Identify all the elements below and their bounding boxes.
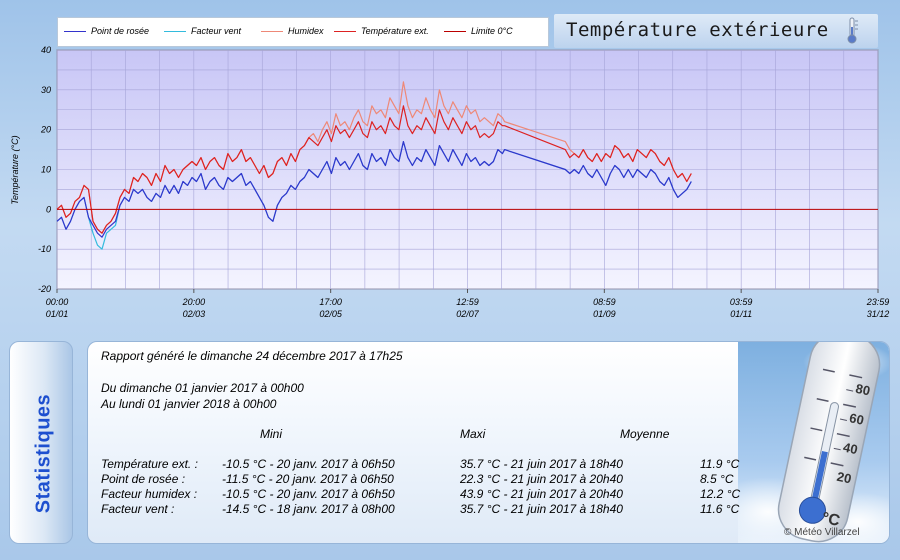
x-tick-label: 00:00 [46, 297, 69, 307]
temperature-chart: 40 30 20 10 0 -10 -20 00:00 01/01 20:00 02/03 17:00… [10, 45, 890, 319]
thermometer-scale-label: 80 [854, 381, 871, 399]
x-tick-label: 12:59 [456, 297, 479, 307]
legend-item: Point de rosée [64, 26, 149, 36]
copyright: © Météo Villarzel [784, 527, 860, 538]
stats-tab[interactable]: Statistiques [9, 341, 73, 544]
page-title: Température extérieure [566, 19, 829, 41]
x-tick-label: 02/05 [319, 309, 343, 319]
legend-swatch [444, 31, 466, 33]
stat-row-label: Facteur vent : [101, 502, 175, 516]
legend-item: Facteur vent [164, 26, 241, 36]
y-tick-label: -10 [38, 244, 51, 254]
x-tick-label: 31/12 [867, 309, 890, 319]
legend-swatch [64, 31, 86, 33]
x-tick-label: 01/09 [593, 309, 616, 319]
x-tick-label: 02/03 [183, 309, 206, 319]
period-to: Au lundi 01 janvier 2018 à 00h00 [101, 397, 277, 411]
legend-label: Humidex [288, 26, 324, 36]
period-from: Du dimanche 01 janvier 2017 à 00h00 [101, 381, 304, 395]
legend-label: Limite 0°C [471, 26, 513, 36]
stats-panel: 80 60 40 20 °C Rapport généré le dimanch… [87, 341, 890, 544]
x-tick-label: 01/11 [730, 309, 752, 319]
x-tick-label: 01/01 [46, 309, 69, 319]
thermometer-scale-label: 60 [848, 410, 865, 428]
stat-row-label: Facteur humidex : [101, 487, 198, 501]
col-header-avg: Moyenne [620, 427, 670, 441]
stat-row-label: Température ext. : [101, 457, 198, 471]
stat-row-max: 35.7 °C - 21 juin 2017 à 18h40 [460, 502, 623, 516]
col-header-max: Maxi [460, 427, 486, 441]
x-tick-label: 02/07 [456, 309, 480, 319]
y-tick-label: 20 [40, 125, 51, 135]
y-tick-label: -20 [38, 284, 51, 294]
stat-row-label: Point de rosée : [101, 472, 186, 486]
series-line [56, 105, 692, 234]
stat-row-avg: 8.5 °C [700, 472, 734, 486]
stat-row-max: 43.9 °C - 21 juin 2017 à 20h40 [460, 487, 623, 501]
stat-row-avg: 11.6 °C [700, 502, 740, 516]
y-tick-label: 30 [41, 85, 51, 95]
x-tick-label: 23:59 [866, 297, 890, 307]
report-generated: Rapport généré le dimanche 24 décembre 2… [101, 349, 403, 363]
stat-row-avg: 11.9 °C [700, 457, 740, 471]
legend-label: Point de rosée [91, 26, 150, 36]
legend-swatch [261, 31, 283, 33]
stat-row-min: -10.5 °C - 20 janv. 2017 à 06h50 [222, 457, 395, 471]
stats-tab-label: Statistiques [32, 393, 55, 514]
legend-item: Température ext. [334, 26, 429, 36]
stat-row-min: -14.5 °C - 18 janv. 2017 à 08h00 [222, 502, 395, 516]
stat-row-avg: 12.2 °C [700, 487, 741, 501]
thermometer-icon: 80 60 40 20 °C [738, 342, 889, 543]
y-tick-label: 10 [41, 165, 51, 175]
y-tick-label: 0 [46, 204, 51, 214]
stat-row-max: 35.7 °C - 21 juin 2017 à 18h40 [460, 457, 623, 471]
stat-row-min: -11.5 °C - 20 janv. 2017 à 06h50 [222, 472, 394, 486]
legend-item: Humidex [261, 26, 324, 36]
thermometer-unit: °C [820, 510, 842, 530]
legend-item: Limite 0°C [444, 26, 513, 36]
legend-label: Température ext. [361, 26, 429, 36]
x-tick-label: 03:59 [730, 297, 753, 307]
x-tick-label: 17:00 [319, 297, 342, 307]
x-tick-label: 20:00 [182, 297, 206, 307]
thermometer-scale-label: 20 [836, 469, 853, 487]
thermometer-scale-label: 40 [842, 439, 859, 457]
x-tick-label: 08:59 [593, 297, 616, 307]
stat-row-max: 22.3 °C - 21 juin 2017 à 20h40 [460, 472, 623, 486]
legend-label: Facteur vent [191, 26, 242, 36]
title-box: Température extérieure [554, 14, 878, 48]
chart-legend: Point de rosée Facteur vent Humidex Temp… [57, 17, 549, 47]
thermometer-icon [847, 17, 858, 44]
legend-swatch [164, 31, 186, 33]
y-tick-label: 40 [41, 45, 51, 55]
y-axis-label: Température (°C) [10, 135, 20, 204]
series-line [56, 141, 692, 238]
legend-swatch [334, 31, 356, 33]
col-header-min: Mini [260, 427, 283, 441]
stat-row-min: -10.5 °C - 20 janv. 2017 à 06h50 [222, 487, 395, 501]
